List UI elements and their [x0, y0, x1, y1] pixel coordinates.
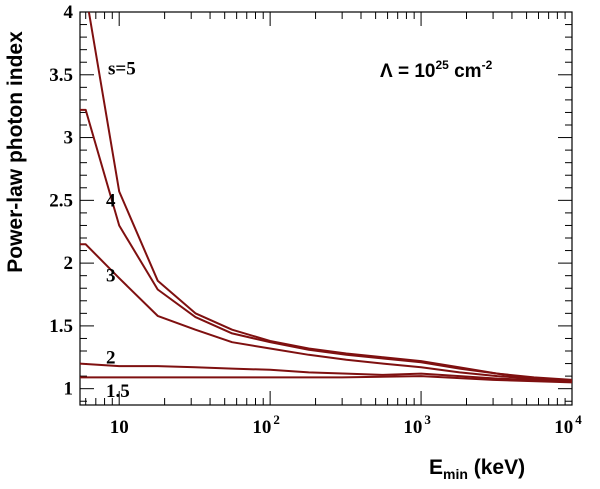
axis-ticks [80, 11, 573, 405]
x-axis-title: Emin (keV) [429, 456, 525, 482]
curve-label: 1.5 [106, 381, 130, 402]
curve-label: 4 [106, 190, 116, 211]
y-tick-label: 1 [64, 379, 74, 400]
annotation-exponent: 25 [435, 58, 449, 72]
curve-label: 2 [106, 347, 116, 368]
curve-s5 [87, 11, 573, 381]
x-tick-label: 10 3 [403, 412, 431, 438]
x-tick-label: 10 4 [554, 412, 582, 438]
curve-4 [80, 108, 573, 383]
y-tick-label: 3 [64, 128, 74, 149]
x-axis-title-main: E [429, 456, 443, 479]
y-tick-label: 1.5 [49, 316, 73, 337]
curve-1-5 [80, 375, 573, 384]
curve-label: s=5 [108, 59, 136, 80]
column-density-annotation: Λ = 1025 cm-2 [380, 58, 493, 82]
annotation-prefix: Λ = 10 [380, 61, 435, 82]
x-tick-label: 10 2 [252, 412, 280, 438]
annotation-unit-exponent: -2 [482, 58, 493, 72]
curve-label: 3 [106, 266, 116, 287]
curve-2 [79, 362, 573, 383]
y-tick-label: 3.5 [49, 65, 73, 86]
y-tick-label: 4 [64, 2, 74, 23]
x-axis-title-sub: min [443, 466, 468, 482]
tick-labels: 1 1.5 2 2.5 3 3.5 4 10 10 2 10 3 10 4 s=5 4 3 2 1.5 [49, 2, 582, 438]
annotation-unit: cm [449, 61, 482, 82]
y-axis-title: Power-law photon index [4, 31, 27, 273]
curves [79, 11, 573, 384]
curve-3 [80, 243, 573, 383]
y-tick-label: 2.5 [49, 190, 73, 211]
plot-frame [79, 11, 573, 406]
y-tick-label: 2 [64, 253, 74, 274]
x-tick-label: 10 [110, 417, 129, 438]
x-axis-title-unit: (keV) [468, 456, 525, 479]
